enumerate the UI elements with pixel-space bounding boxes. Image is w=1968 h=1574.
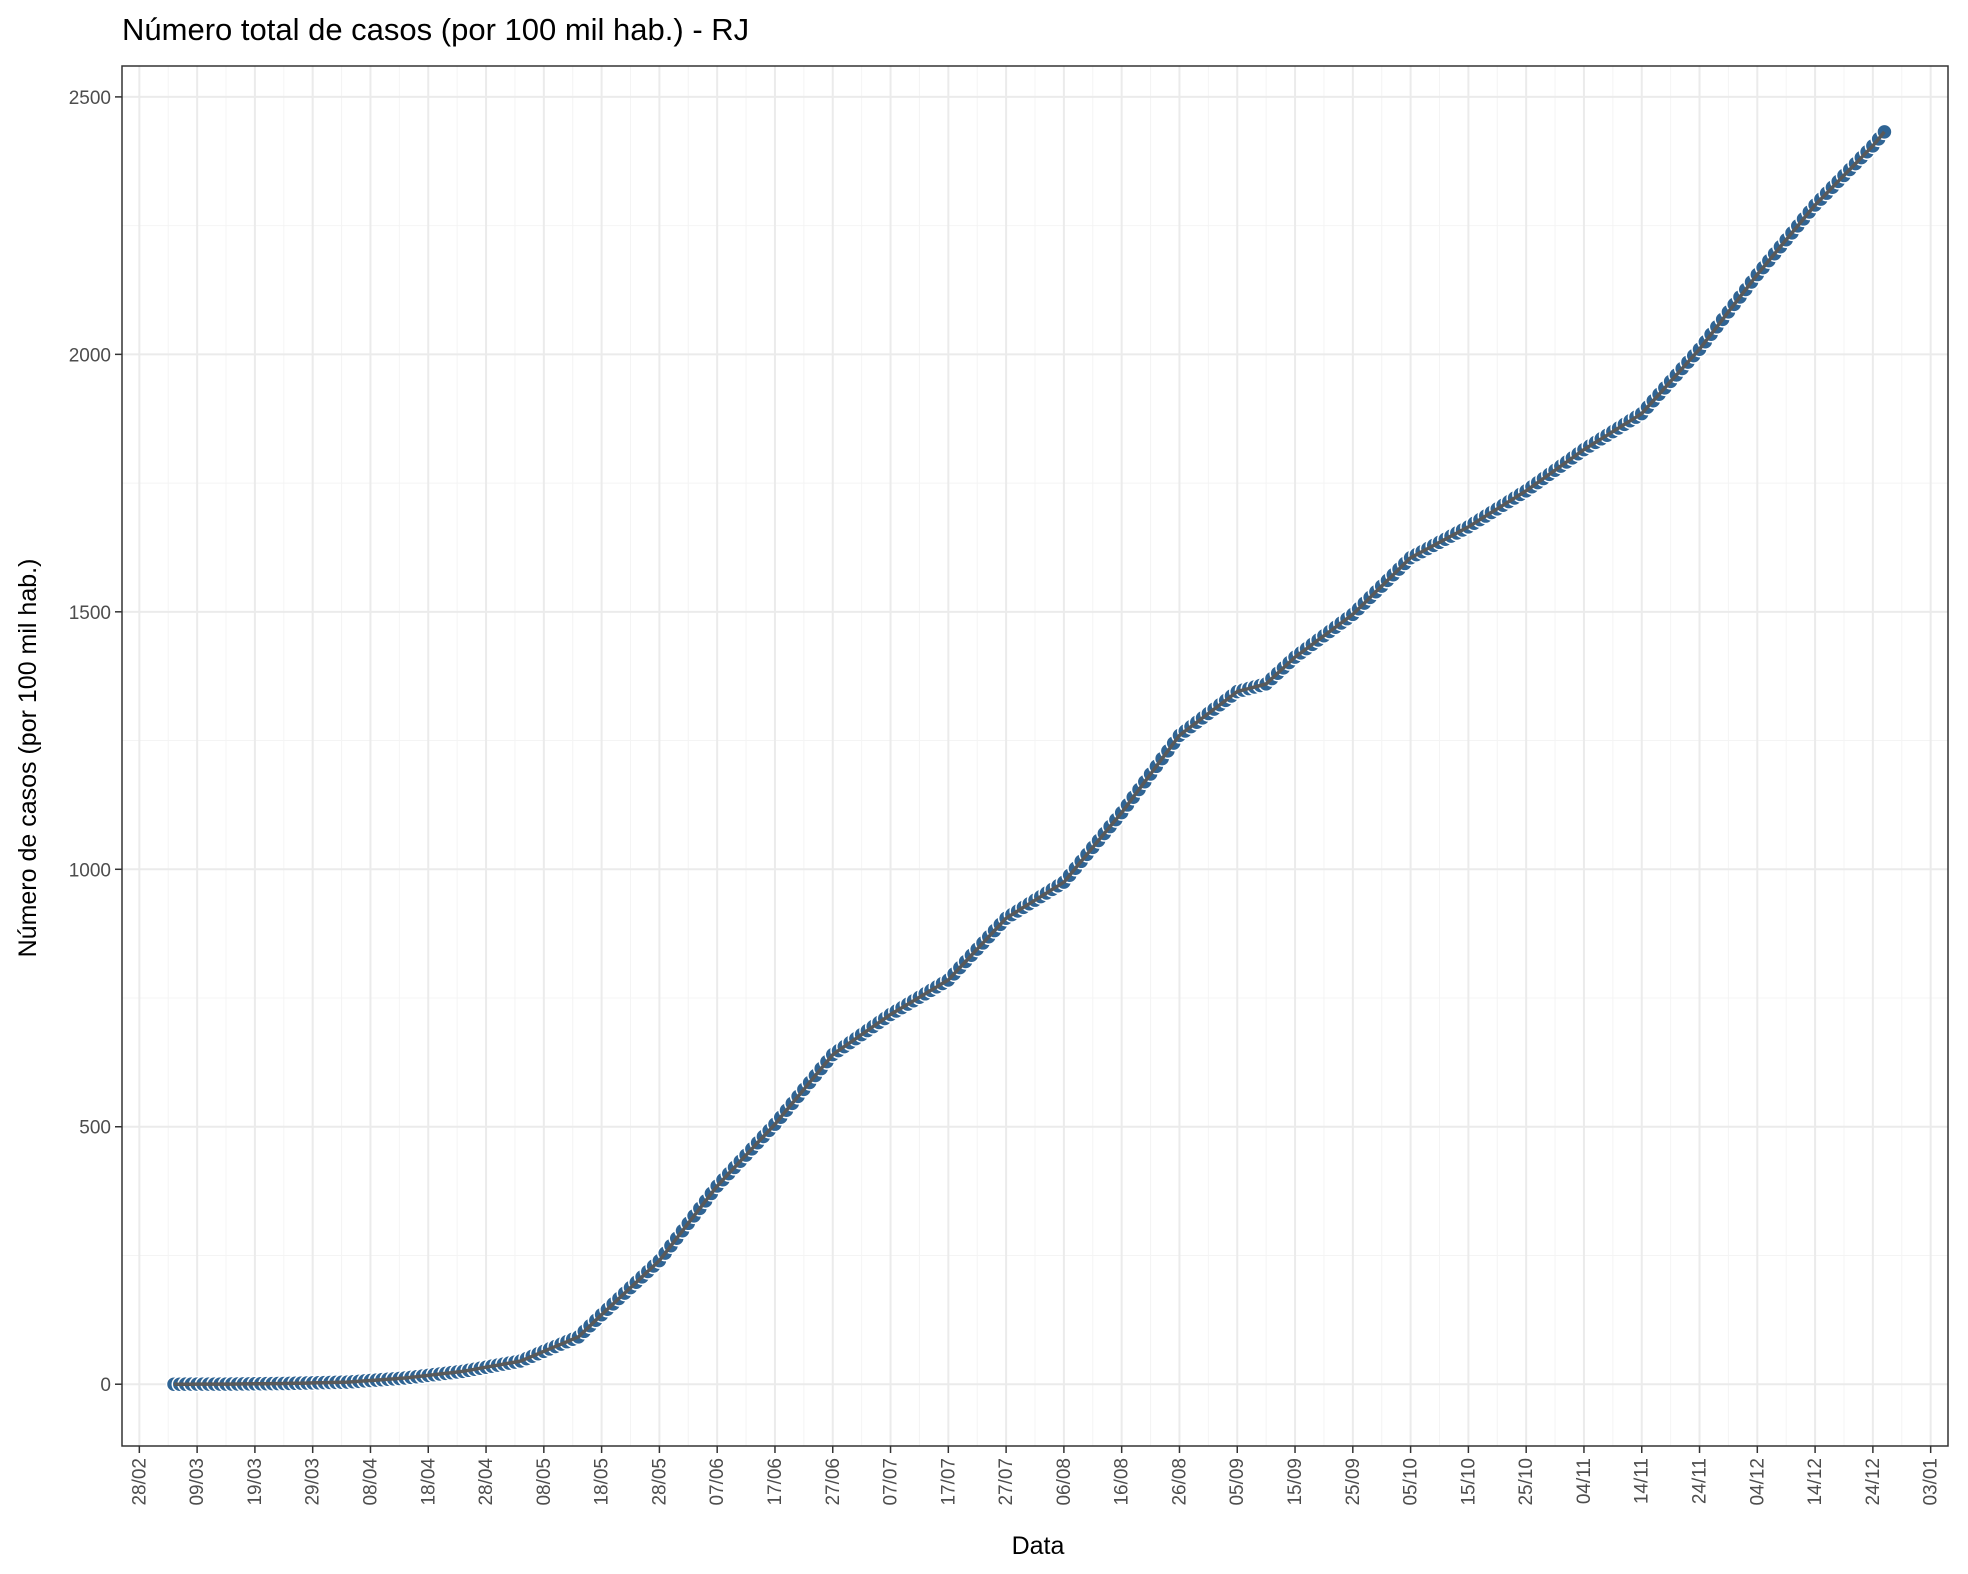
y-tick-label: 500	[79, 1118, 111, 1139]
chart-title: Número total de casos (por 100 mil hab.)…	[122, 12, 749, 47]
x-tick-label: 29/03	[303, 1458, 324, 1506]
x-tick-label: 15/09	[1285, 1458, 1306, 1506]
x-tick-label: 19/03	[245, 1458, 266, 1506]
x-tick-label: 17/06	[765, 1458, 786, 1506]
x-tick-label: 26/08	[1169, 1458, 1190, 1506]
x-tick-label: 07/07	[881, 1458, 902, 1506]
x-tick-label: 17/07	[938, 1458, 959, 1506]
x-axis: 28/02 09/03 19/03 29/03 08/04 18/04 28/04 08/05…	[129, 1446, 1942, 1506]
x-tick-label: 27/07	[996, 1458, 1017, 1506]
major-gridlines	[122, 66, 1948, 1446]
minor-gridlines	[122, 66, 1948, 1446]
x-tick-label: 27/06	[823, 1458, 844, 1506]
x-tick-label: 08/04	[360, 1458, 381, 1506]
y-tick-label: 2000	[69, 345, 111, 366]
x-tick-label: 18/04	[418, 1458, 439, 1506]
x-tick-label: 28/05	[649, 1458, 670, 1506]
y-tick-label: 2500	[69, 88, 111, 109]
x-axis-title: Data	[1012, 1532, 1065, 1560]
x-tick-label: 05/09	[1227, 1458, 1248, 1506]
series-line	[174, 130, 1886, 1386]
x-tick-label: 24/11	[1690, 1458, 1711, 1504]
x-tick-label: 06/08	[1054, 1458, 1075, 1506]
x-tick-label: 24/12	[1863, 1458, 1884, 1506]
x-tick-label: 28/04	[476, 1458, 497, 1506]
series-layer	[165, 123, 1893, 1393]
x-tick-label: 07/06	[707, 1458, 728, 1506]
x-tick-label: 08/05	[534, 1458, 555, 1506]
panel-border	[121, 65, 1949, 1447]
x-tick-label: 15/10	[1458, 1458, 1479, 1506]
x-tick-label: 04/11	[1574, 1458, 1595, 1504]
x-tick-label: 28/02	[129, 1458, 150, 1506]
x-tick-label: 14/11	[1632, 1458, 1653, 1504]
x-tick-label: 14/12	[1805, 1458, 1826, 1506]
x-tick-label: 25/09	[1343, 1458, 1364, 1506]
x-tick-label: 03/01	[1921, 1458, 1942, 1506]
y-tick-label: 0	[100, 1375, 111, 1396]
plot-panel	[121, 65, 1949, 1447]
y-axis: 0 500 1000 1500 2000 2500	[69, 88, 122, 1396]
x-tick-label: 04/12	[1747, 1458, 1768, 1506]
y-tick-label: 1000	[69, 860, 111, 881]
x-tick-label: 18/05	[592, 1458, 613, 1506]
x-tick-label: 16/08	[1112, 1458, 1133, 1506]
x-tick-label: 09/03	[187, 1458, 208, 1506]
x-tick-label: 25/10	[1516, 1458, 1537, 1506]
y-axis-title: Número de casos (por 100 mil hab.)	[14, 559, 42, 958]
x-tick-label: 05/10	[1401, 1458, 1422, 1506]
y-tick-label: 1500	[69, 603, 111, 624]
